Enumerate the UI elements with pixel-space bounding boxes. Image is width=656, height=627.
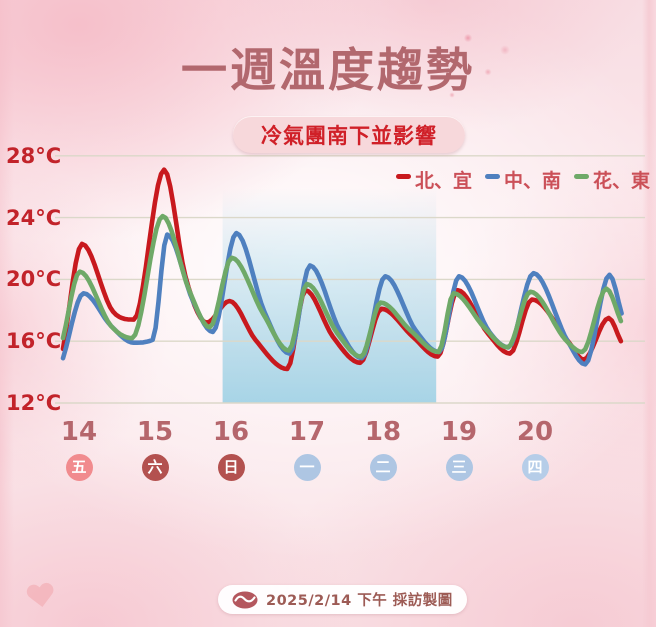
weekday-badge-18: 二 xyxy=(369,454,397,481)
date-label-19: 19 xyxy=(440,417,478,447)
legend-color-dash-icon xyxy=(484,174,500,179)
cold-surge-alert-badge: 冷氣團南下並影響 xyxy=(233,116,465,153)
weekday-badge-14: 五 xyxy=(65,454,93,481)
y-tick-label-20: 20°C xyxy=(6,267,62,292)
press-logo-icon xyxy=(232,591,258,608)
credit-badge: 2025/2/14 下午 採訪製圖 xyxy=(218,585,467,614)
legend-color-dash-icon xyxy=(573,174,589,179)
series-line-1 xyxy=(60,230,624,367)
date-label-14: 14 xyxy=(60,417,98,447)
date-label-20: 20 xyxy=(516,417,554,447)
legend-label: 中、南 xyxy=(503,170,561,192)
weekday-badge-19: 三 xyxy=(445,454,473,481)
legend-item-2: 花、東 xyxy=(573,166,650,193)
day-column-17: 17 一 xyxy=(273,417,341,481)
weekday-badge-15: 六 xyxy=(141,454,169,481)
day-column-14: 14 五 xyxy=(45,417,113,481)
credit-text: 2025/2/14 下午 採訪製圖 xyxy=(266,593,453,609)
day-column-19: 19 三 xyxy=(425,417,493,481)
series-line-0 xyxy=(60,167,624,372)
day-column-20: 20 四 xyxy=(501,417,569,481)
legend-label: 北、宜 xyxy=(414,170,472,192)
series-line-2 xyxy=(60,213,624,359)
y-tick-label-24: 24°C xyxy=(6,205,62,230)
y-tick-label-12: 12°C xyxy=(6,391,62,415)
day-column-15: 15 六 xyxy=(121,417,189,481)
weekday-badge-16: 日 xyxy=(217,454,245,481)
legend-color-dash-icon xyxy=(395,174,411,179)
y-tick-label-16: 16°C xyxy=(6,329,62,354)
y-tick-label-28: 28°C xyxy=(6,143,62,168)
day-column-16: 16 日 xyxy=(197,417,265,481)
date-label-16: 16 xyxy=(212,417,250,447)
weekday-badge-20: 四 xyxy=(521,454,549,481)
weekday-badge-17: 一 xyxy=(293,454,321,481)
day-column-18: 18 二 xyxy=(349,417,417,481)
chart-legend: 北、宜 中、南 花、東 xyxy=(395,166,650,193)
date-label-18: 18 xyxy=(364,417,402,447)
date-label-17: 17 xyxy=(288,417,326,447)
legend-item-0: 北、宜 xyxy=(395,166,472,193)
legend-label: 花、東 xyxy=(592,170,650,192)
legend-item-1: 中、南 xyxy=(484,166,561,193)
page-title: 一週溫度趨勢 xyxy=(181,43,475,97)
date-label-15: 15 xyxy=(136,417,174,447)
cold-surge-alert-text: 冷氣團南下並影響 xyxy=(261,123,437,148)
